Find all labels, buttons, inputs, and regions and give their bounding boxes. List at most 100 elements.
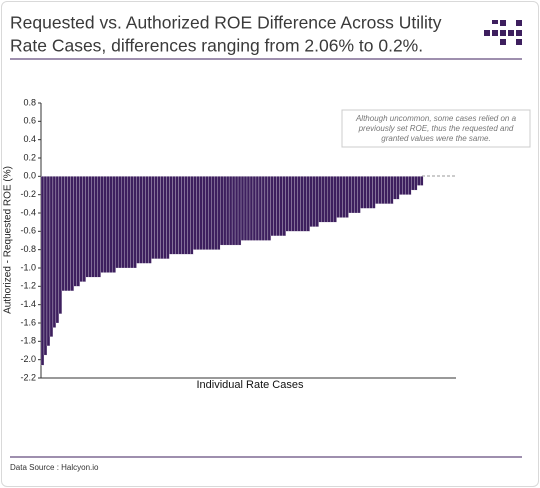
bar [291, 176, 295, 232]
y-tick-label: -1.0 [20, 262, 36, 272]
bar [234, 176, 239, 246]
bar [166, 176, 170, 259]
bar [258, 176, 263, 241]
y-tick-label: -0.8 [20, 244, 36, 254]
bar [196, 176, 200, 250]
bar [220, 176, 224, 246]
bar [217, 176, 221, 250]
bar [94, 176, 98, 278]
y-tick-label: -1.6 [20, 317, 36, 327]
bar [243, 176, 248, 241]
y-tick-label: -1.8 [20, 336, 36, 346]
y-tick-label: -2.2 [20, 372, 36, 382]
bar [199, 176, 203, 250]
bar [252, 176, 257, 241]
bar [124, 176, 128, 269]
bar [208, 176, 212, 250]
bar [118, 176, 122, 269]
annotation: Although uncommon, some cases relied on … [355, 114, 517, 123]
y-tick-label: 0.6 [23, 116, 36, 126]
y-axis-label: Authorized - Requested ROE (%) [3, 166, 14, 314]
bar [414, 176, 418, 191]
bar [297, 176, 301, 232]
annotation: granted values were the same. [381, 134, 490, 143]
bar [100, 176, 104, 273]
bar [267, 176, 272, 241]
bar [115, 176, 119, 269]
bar [106, 176, 110, 273]
bar [309, 176, 313, 227]
bar [190, 176, 194, 255]
bar [381, 176, 385, 204]
bar [300, 176, 304, 232]
bar [225, 176, 230, 246]
bar [351, 176, 355, 214]
bar [246, 176, 251, 241]
bar [187, 176, 191, 255]
bar [378, 176, 382, 204]
bar [46, 176, 51, 347]
logo [484, 20, 522, 45]
bar [240, 176, 245, 241]
y-tick-label: -1.2 [20, 281, 36, 291]
bar [342, 176, 346, 218]
bar [181, 176, 185, 255]
bar [393, 176, 397, 200]
bar [172, 176, 176, 255]
y-tick-label: 0.4 [23, 134, 36, 144]
bar [303, 176, 307, 232]
bar [222, 176, 227, 246]
bar [357, 176, 361, 214]
bar [67, 176, 71, 292]
y-tick-label: 0.2 [23, 152, 36, 162]
bar [157, 176, 161, 259]
bar [315, 176, 319, 227]
bar [85, 176, 89, 278]
bar [205, 176, 209, 250]
bar [160, 176, 164, 259]
bar [306, 176, 310, 232]
bar [82, 176, 86, 282]
bar [231, 176, 236, 246]
bar [175, 176, 179, 255]
bar [79, 176, 83, 282]
bar [411, 176, 415, 191]
y-tick-label: -1.4 [20, 299, 36, 309]
bar [133, 176, 137, 269]
y-tick-label: 0.0 [23, 171, 36, 181]
bar [279, 176, 283, 237]
bar [405, 176, 409, 195]
bar [148, 176, 152, 264]
bar [321, 176, 325, 223]
bar [264, 176, 269, 241]
bar [61, 176, 66, 292]
bar [294, 176, 298, 232]
x-axis-label: Individual Rate Cases [196, 379, 304, 391]
bar [237, 176, 242, 246]
y-tick-label: -0.6 [20, 226, 36, 236]
bar [112, 176, 116, 273]
bar [282, 176, 286, 237]
bar [360, 176, 364, 209]
bar [312, 176, 316, 227]
bar [336, 176, 340, 218]
bar [396, 176, 400, 200]
bar [288, 176, 292, 232]
bar [178, 176, 182, 255]
bar [52, 176, 57, 328]
bar [339, 176, 343, 218]
bar [363, 176, 367, 209]
bar [73, 176, 77, 287]
annotation: previously set ROE, thus the requested a… [358, 124, 514, 133]
bar [97, 176, 101, 278]
bar [55, 176, 60, 324]
bar [88, 176, 92, 278]
y-tick-label: -0.2 [20, 189, 36, 199]
bar [348, 176, 352, 214]
bar [163, 176, 167, 259]
bar [214, 176, 218, 250]
bar [408, 176, 412, 195]
bar [136, 176, 140, 264]
